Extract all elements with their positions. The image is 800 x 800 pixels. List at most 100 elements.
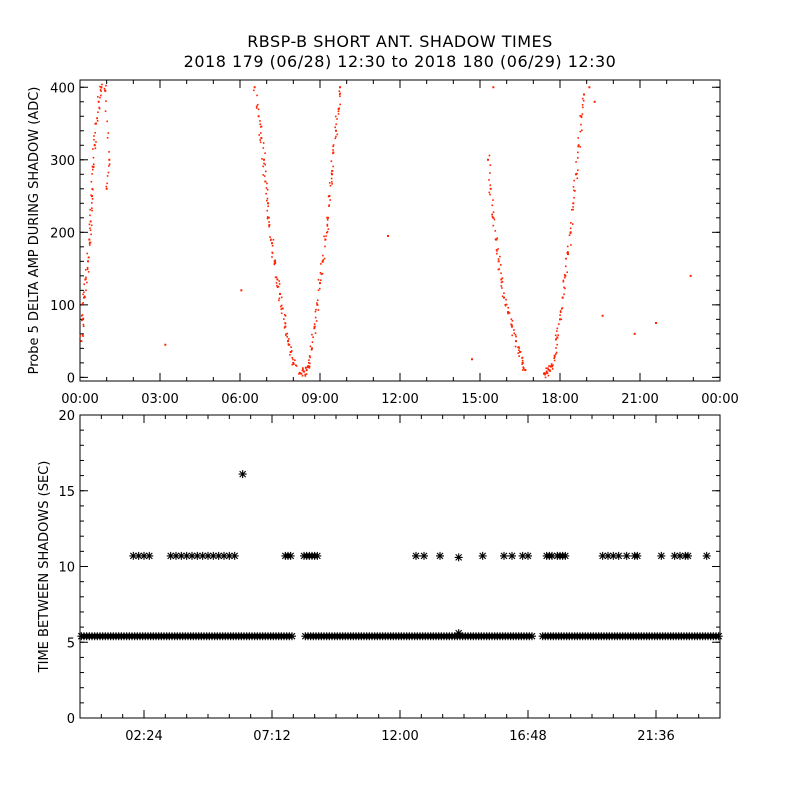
data-point <box>87 260 89 262</box>
data-point <box>328 205 330 207</box>
data-point <box>518 346 520 348</box>
y-tick-label: 200 <box>50 226 75 241</box>
data-point <box>497 248 499 250</box>
data-point <box>522 357 524 359</box>
data-point <box>338 113 340 115</box>
data-point <box>106 183 108 185</box>
data-point <box>524 369 526 371</box>
data-point <box>108 151 110 153</box>
data-point <box>81 320 83 322</box>
data-point <box>690 275 692 277</box>
star-marker <box>455 553 463 561</box>
data-point <box>88 257 90 259</box>
star-marker <box>615 552 623 560</box>
star-marker <box>524 552 532 560</box>
data-point <box>260 132 262 134</box>
data-point <box>489 194 491 196</box>
data-point <box>320 279 322 281</box>
data-point <box>266 187 268 189</box>
data-point <box>290 346 292 348</box>
data-point <box>278 286 280 288</box>
data-point <box>275 262 277 264</box>
data-point <box>85 289 87 291</box>
data-point <box>98 101 100 103</box>
plot-frame <box>80 415 720 718</box>
x-tick-label: 12:00 <box>381 729 418 744</box>
data-point <box>569 234 571 236</box>
data-point <box>259 139 261 141</box>
data-point <box>266 200 268 202</box>
data-point <box>319 288 321 290</box>
data-point <box>294 359 296 361</box>
data-point <box>309 356 311 358</box>
data-point <box>308 359 310 361</box>
data-point <box>164 344 166 346</box>
data-point <box>336 134 338 136</box>
data-point <box>500 272 502 274</box>
data-point <box>327 219 329 221</box>
star-marker <box>500 552 508 560</box>
data-point <box>285 323 287 325</box>
x-tick-label: 03:00 <box>141 392 178 407</box>
data-point <box>573 180 575 182</box>
bottom-panel: 02:24 07:12 12:00 16:48 21:36 0 5 10 15 20 TIME BE… <box>37 409 723 744</box>
data-point <box>300 372 302 374</box>
plot-frame <box>80 80 720 381</box>
data-point <box>579 115 581 117</box>
data-point <box>564 288 566 290</box>
data-point <box>331 181 333 183</box>
star-marker <box>657 552 665 560</box>
data-point <box>279 283 281 285</box>
data-point <box>93 135 95 137</box>
data-point <box>496 239 498 241</box>
data-point <box>82 294 84 296</box>
black-series <box>77 470 722 640</box>
data-point <box>311 349 313 351</box>
data-point <box>82 302 84 304</box>
data-point <box>100 89 102 91</box>
data-point <box>332 149 334 151</box>
data-point <box>267 189 269 191</box>
data-point <box>90 194 92 196</box>
data-point <box>552 368 554 370</box>
data-point <box>339 95 341 97</box>
data-point <box>509 312 511 314</box>
data-point <box>87 268 89 270</box>
data-point <box>580 131 582 133</box>
data-point <box>502 277 504 279</box>
data-point <box>326 232 328 234</box>
data-point <box>513 329 515 331</box>
star-marker <box>455 629 463 637</box>
data-point <box>271 242 273 244</box>
data-point <box>83 283 85 285</box>
data-point <box>570 222 572 224</box>
data-point <box>296 365 298 367</box>
data-point <box>276 282 278 284</box>
data-point <box>280 306 282 308</box>
data-point <box>580 124 582 126</box>
data-point <box>275 277 277 279</box>
data-point <box>95 147 97 149</box>
star-marker <box>436 552 444 560</box>
data-point <box>240 289 242 291</box>
data-point <box>489 184 491 186</box>
data-point <box>491 205 493 207</box>
data-point <box>274 259 276 261</box>
data-point <box>93 139 95 141</box>
data-point <box>491 214 493 216</box>
data-point <box>564 274 566 276</box>
data-point <box>567 246 569 248</box>
data-point <box>577 169 579 171</box>
data-point <box>317 299 319 301</box>
data-point <box>502 281 504 283</box>
x-tick-label: 15:00 <box>461 392 498 407</box>
data-point <box>285 333 287 335</box>
data-point <box>315 309 317 311</box>
data-point <box>325 235 327 237</box>
data-point <box>272 245 274 247</box>
data-point <box>582 98 584 100</box>
data-point <box>490 164 492 166</box>
data-point <box>268 226 270 228</box>
data-point <box>94 144 96 146</box>
data-point <box>555 347 557 349</box>
